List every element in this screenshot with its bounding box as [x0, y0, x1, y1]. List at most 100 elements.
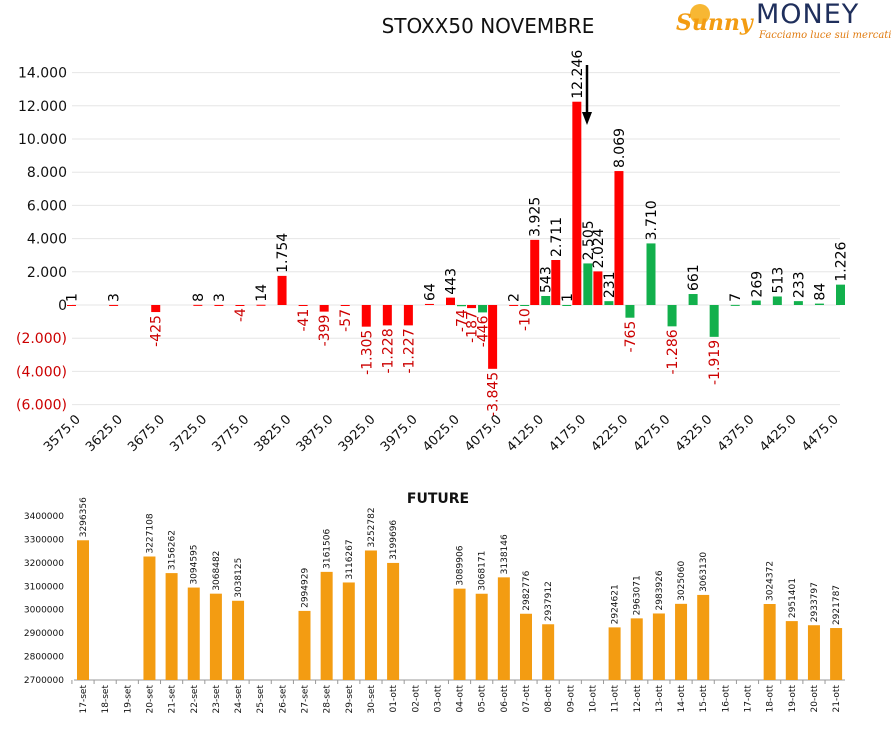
x-tick-label: 4275.0: [631, 412, 674, 455]
x-tick-label: 27-set: [301, 685, 311, 714]
data-label: 3068482: [212, 551, 222, 591]
bar: [424, 303, 434, 305]
y-tick-label: (2.000): [16, 331, 67, 347]
data-label: 8.069: [612, 128, 628, 168]
bar: [807, 625, 820, 680]
data-label: 3: [212, 293, 228, 302]
bar: [542, 624, 555, 680]
bar: [478, 305, 488, 313]
data-label: -187: [465, 311, 481, 343]
x-tick-label: 22-set: [190, 685, 200, 714]
x-tick-label: 10-ott: [588, 685, 598, 713]
bar: [340, 305, 350, 306]
bar: [488, 305, 498, 369]
data-label: 2.711: [549, 217, 565, 257]
data-label: 2.024: [591, 228, 607, 268]
bar: [793, 301, 803, 305]
top-chart-title: STOXX50 NOVEMBRE: [382, 14, 595, 38]
x-tick-label: 05-ott: [478, 685, 488, 713]
bar: [320, 571, 333, 680]
x-tick-label: 4175.0: [546, 412, 589, 455]
data-label: -1.228: [380, 328, 396, 373]
data-label: -57: [338, 309, 354, 332]
bar: [319, 305, 329, 312]
bar: [675, 603, 688, 680]
x-tick-label: 11-ott: [611, 685, 621, 713]
sun-icon: [690, 4, 710, 24]
data-label: 3094595: [190, 544, 200, 584]
x-tick-label: 12-ott: [633, 685, 643, 713]
bar: [830, 628, 843, 680]
bar: [151, 305, 161, 313]
bar: [763, 604, 776, 680]
y-tick-label: 6.000: [27, 198, 67, 214]
bar: [77, 540, 89, 680]
data-label: 8: [191, 293, 207, 302]
future-chart-title: FUTURE: [407, 491, 469, 507]
x-tick-label: 25-set: [256, 685, 266, 714]
top-grid: [72, 72, 840, 406]
data-label: 2924621: [611, 584, 621, 624]
x-tick-label: 3875.0: [294, 412, 337, 455]
bar: [541, 295, 551, 305]
logo-brand-right: MONEY: [756, 0, 859, 30]
sunny-money-logo: Sunny MONEY Facciamo luce sui mercati: [676, 0, 892, 41]
data-label: 1: [65, 293, 81, 302]
data-label: 3199696: [389, 520, 399, 560]
x-tick-label: 04-ott: [456, 685, 466, 713]
data-label: -10: [518, 308, 534, 331]
x-tick-label: 08-ott: [544, 685, 554, 713]
data-label: -1.919: [707, 340, 723, 385]
data-label: 3138146: [500, 534, 510, 574]
y-tick-label: 2900000: [24, 629, 64, 639]
y-tick-label: 10.000: [18, 132, 67, 148]
data-label: 84: [812, 283, 828, 301]
bar: [551, 259, 561, 305]
bar: [583, 263, 593, 305]
bar: [836, 284, 845, 305]
data-label: 269: [749, 271, 765, 298]
logo-tagline: Facciamo luce sui mercati: [758, 30, 892, 41]
bar: [382, 305, 392, 326]
x-tick-label: 06-ott: [500, 685, 510, 713]
x-tick-label: 4325.0: [673, 412, 716, 455]
bar: [235, 305, 245, 306]
data-label: -1.286: [665, 329, 681, 374]
bar: [193, 304, 203, 306]
x-tick-label: 21-ott: [832, 685, 842, 713]
y-tick-label: 2800000: [24, 653, 64, 663]
bar: [709, 305, 719, 337]
x-tick-label: 4125.0: [504, 412, 547, 455]
data-label: 7: [728, 293, 744, 302]
bar: [453, 588, 466, 680]
data-label: 2: [507, 293, 523, 302]
x-tick-label: 26-set: [278, 685, 288, 714]
logo-brand-left: Sunny: [676, 10, 755, 36]
data-label: 1.226: [834, 241, 850, 281]
top-x-axis: 3575.0 3625.0 3675.0 3725.0 3775.0 3825.0 3875…: [41, 412, 842, 455]
data-label: -1.305: [359, 330, 375, 375]
x-tick-label: 3925.0: [336, 412, 379, 455]
y-tick-label: 3000000: [24, 606, 64, 616]
bar: [256, 304, 266, 306]
bar: [143, 556, 156, 680]
bar: [530, 239, 540, 305]
data-label: 233: [791, 271, 807, 298]
y-tick-label: 3200000: [24, 559, 64, 569]
data-label: 3024372: [766, 561, 776, 601]
bar: [593, 271, 603, 305]
x-tick-label: 3775.0: [209, 412, 252, 455]
bar: [630, 618, 643, 680]
y-tick-label: 12.000: [18, 99, 67, 115]
bar: [209, 593, 222, 680]
data-label: 14: [254, 284, 270, 302]
bar: [751, 300, 761, 305]
x-tick-label: 18-ott: [766, 685, 776, 713]
data-label: 3116267: [345, 539, 355, 579]
x-tick-label: 3625.0: [83, 412, 126, 455]
y-tick-label: 0: [58, 298, 67, 314]
data-label: 2994929: [301, 568, 311, 608]
y-tick-label: 3400000: [24, 512, 64, 522]
data-label: 3.710: [644, 200, 660, 240]
